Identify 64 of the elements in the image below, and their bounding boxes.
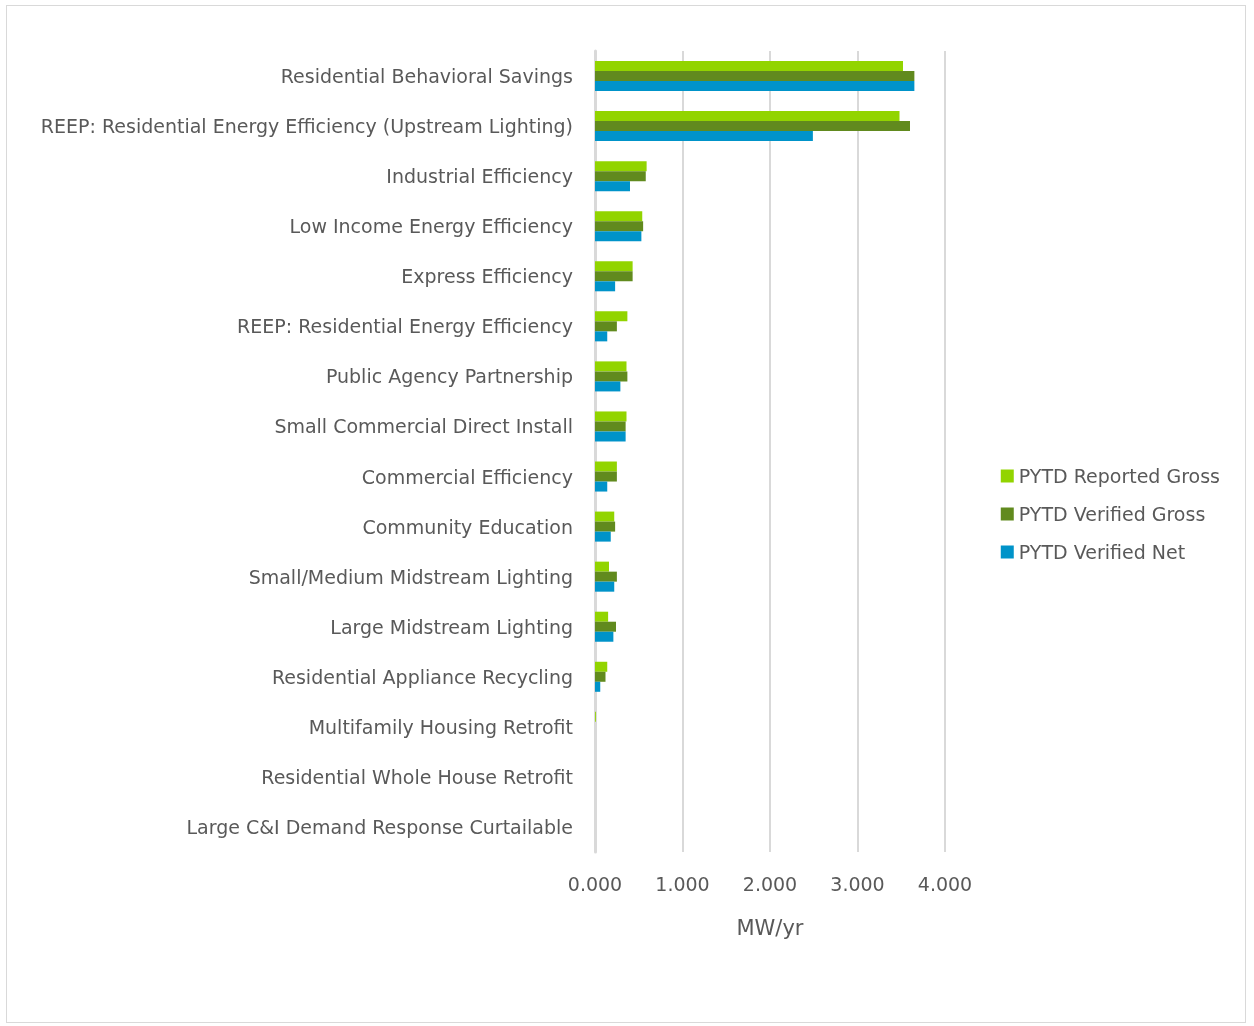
bar [595,331,608,342]
bar [595,261,633,272]
bar [595,381,621,392]
y-tick-label: Residential Behavioral Savings [280,65,573,88]
bar [595,671,606,682]
bar [595,71,915,82]
x-tick-label: 4.000 [917,872,973,895]
bar [595,161,647,172]
y-tick-label: Commercial Efficiency [361,465,573,488]
bar [595,131,813,142]
legend-label: PYTD Verified Net [1018,541,1186,563]
y-tick-label: Express Efficiency [401,265,573,288]
x-tick-label: 0.000 [567,872,623,895]
bar [595,371,628,382]
bar [595,321,617,332]
bar [595,271,633,282]
bar [595,411,627,422]
y-tick-label: Residential Whole House Retrofit [261,765,573,788]
bar [595,661,608,672]
x-tick-label: 2.000 [742,872,798,895]
bar [595,421,626,432]
bar [595,611,609,622]
bar [595,121,910,132]
bar [595,61,903,72]
y-tick-label: Low Income Energy Efficiency [289,215,573,238]
y-tick-label: Industrial Efficiency [386,165,573,188]
bar [595,431,626,442]
bar [595,631,614,642]
bar [595,81,915,92]
y-tick-label: Multifamily Housing Retrofit [308,715,573,738]
bar [595,461,617,472]
bar [595,531,611,542]
bar [595,361,627,372]
bar [595,511,615,522]
x-tick-label: 1.000 [655,872,710,895]
bar [595,111,900,122]
bar [595,581,615,592]
y-tick-label: Public Agency Partnership [325,365,573,388]
legend-label: PYTD Reported Gross [1018,465,1221,487]
bar [595,181,630,192]
y-tick-label: Large C&I Demand Response Curtailable [186,815,573,838]
bar [595,681,601,692]
bar [595,221,644,232]
bar [595,481,608,492]
bar [595,571,617,582]
bar [595,471,617,482]
bar [595,231,642,242]
bar [595,621,616,632]
bar [595,211,643,222]
bar [595,171,646,182]
bar [595,281,616,292]
bar [595,561,609,572]
bar [595,311,628,322]
bar [595,521,616,532]
y-tick-label: Large Midstream Lighting [330,615,573,638]
x-axis-title: MW/yr [736,915,804,940]
y-tick-label: Small Commercial Direct Install [274,415,573,438]
x-tick-label: 3.000 [830,872,885,895]
y-tick-label: REEP: Residential Energy Efficiency [237,315,573,338]
y-tick-label: Community Education [362,515,573,538]
y-tick-label: Residential Appliance Recycling [271,665,573,688]
y-tick-label: REEP: Residential Energy Efficiency (Upstream Lighting) [40,115,573,138]
legend-label: PYTD Verified Gross [1018,503,1206,525]
y-tick-label: Small/Medium Midstream Lighting [248,565,573,588]
